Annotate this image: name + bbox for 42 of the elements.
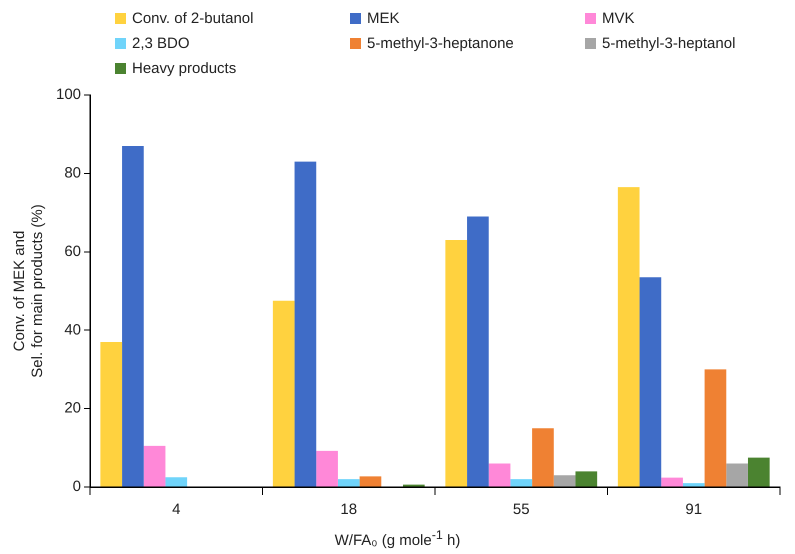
y-tick-label: 60 — [64, 242, 82, 260]
x-tick-label: 4 — [172, 501, 180, 518]
x-tick-label: 91 — [685, 501, 702, 518]
bar — [122, 146, 144, 486]
bar — [532, 428, 554, 486]
x-tick-label: 18 — [340, 501, 358, 518]
bar — [272, 300, 295, 486]
bar — [554, 475, 576, 486]
y-tick-label: 40 — [64, 321, 82, 338]
y-axis-title: Conv. of MEK and Sel. for main products (%) — [11, 204, 46, 378]
legend-label: 5-methyl-3-heptanol — [602, 35, 736, 52]
bar — [640, 277, 662, 486]
legend-label: MVK — [602, 10, 635, 27]
y-tick-label: 20 — [64, 400, 82, 417]
bar — [100, 342, 122, 486]
bar — [726, 463, 748, 486]
bar — [338, 479, 360, 486]
bar — [661, 478, 683, 486]
bar — [510, 479, 532, 486]
bar — [294, 162, 316, 486]
bar — [316, 450, 338, 486]
x-axis-title: W/FA₀ (g mole$^{-1}$ h) — [334, 528, 462, 549]
y-tick-label: 0 — [72, 478, 82, 496]
bar — [467, 216, 489, 486]
bar — [360, 476, 382, 486]
legend-label: 5-methyl-3-heptanone — [367, 35, 514, 52]
bar — [682, 483, 705, 486]
bar — [618, 187, 640, 486]
y-tick-label: 100 — [56, 86, 82, 104]
bar — [575, 471, 598, 486]
bar — [748, 458, 770, 486]
bar — [488, 463, 510, 486]
y-tick-label: 80 — [64, 164, 82, 182]
bar — [144, 446, 166, 486]
legend-label: 2,3 BDO — [132, 35, 190, 52]
legend-label: Heavy products — [132, 60, 236, 77]
legend-label: MEK — [367, 10, 400, 27]
bar — [165, 477, 188, 486]
x-tick-label: 55 — [512, 501, 530, 518]
bar — [445, 240, 468, 486]
bar — [704, 369, 726, 486]
legend-label: Conv. of 2-butanol — [132, 10, 254, 27]
